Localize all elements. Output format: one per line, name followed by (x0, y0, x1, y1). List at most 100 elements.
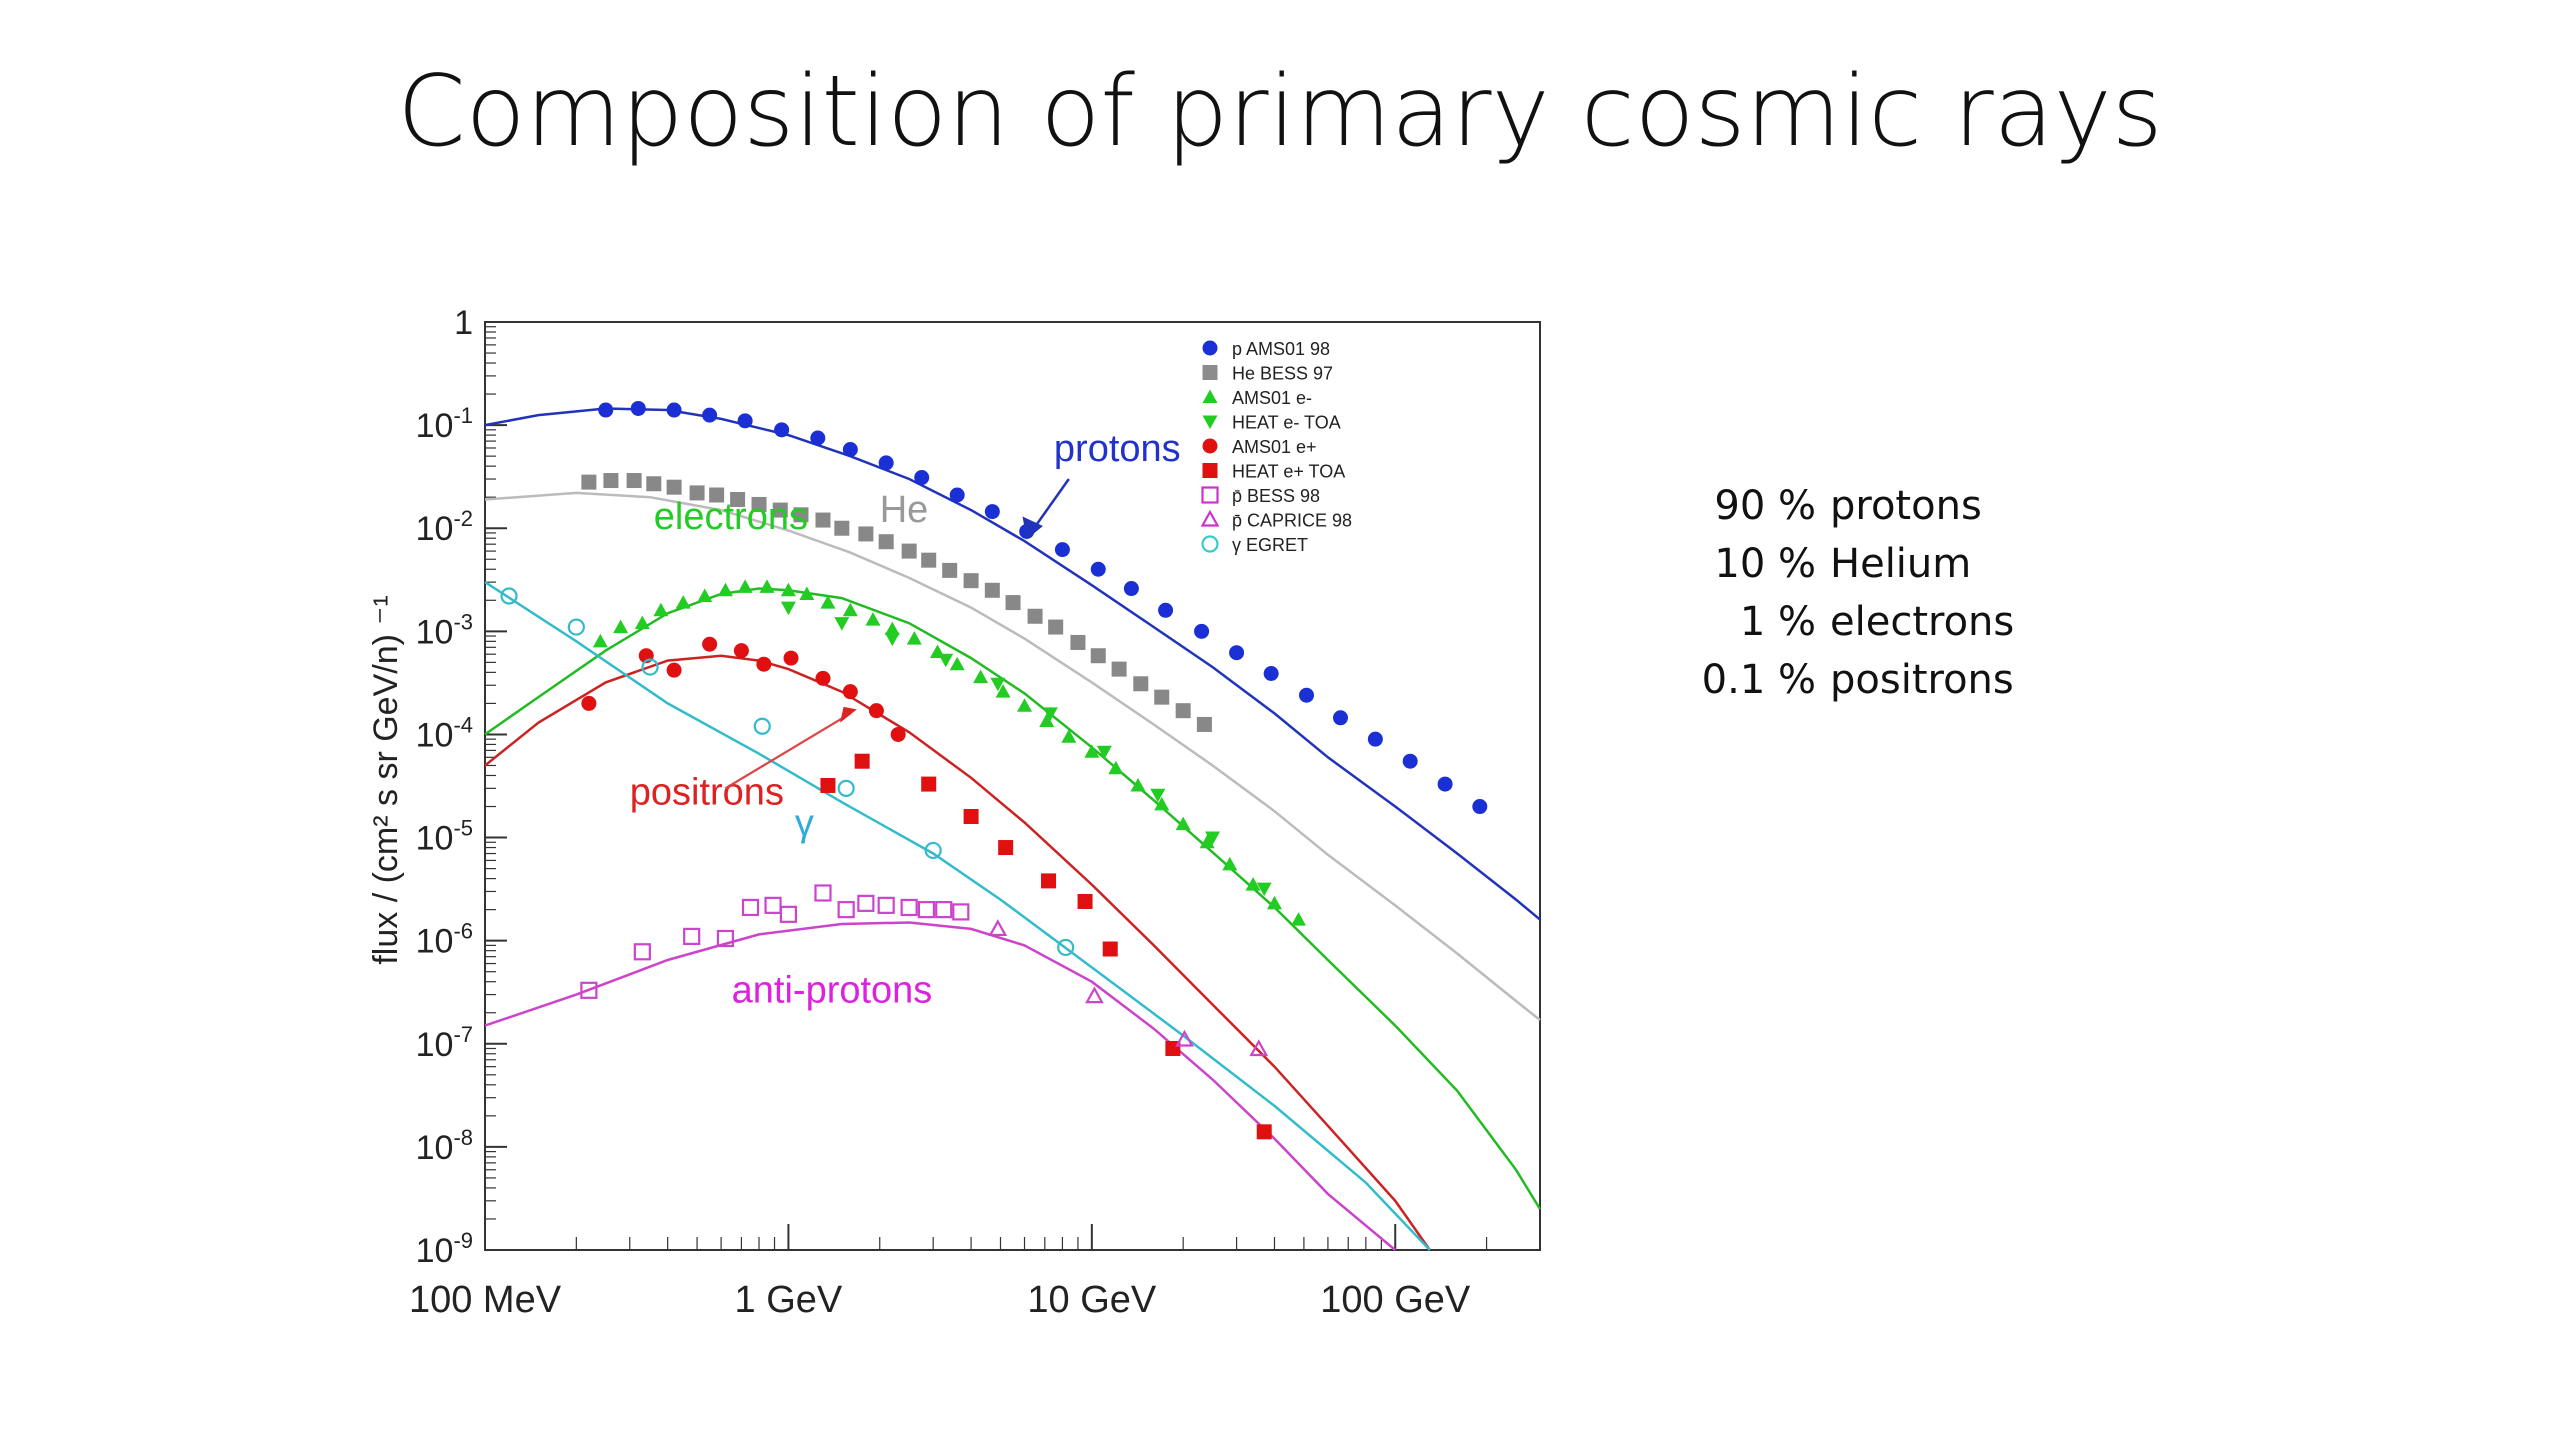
electrons-point (1291, 912, 1307, 926)
y-tick-label: 10-8 (416, 1125, 473, 1167)
he-point (666, 479, 682, 495)
legend-marker (1201, 535, 1219, 553)
y-tick-label-base: 10 (416, 510, 454, 548)
slide-title: Composition of primary cosmic rays (397, 55, 2163, 169)
he-point (1133, 676, 1149, 692)
electrons-point (653, 602, 669, 617)
antiprotons-point (814, 884, 832, 902)
legend-marker (1202, 340, 1218, 356)
protons-point (1367, 731, 1383, 747)
y-tick-label-base: 1 (454, 304, 473, 342)
protons-point (774, 422, 790, 438)
legend-label: HEAT e+ TOA (1232, 462, 1345, 482)
electrons-point (973, 669, 989, 684)
tick-labels: 110-110-210-310-410-510-610-710-810-9100… (409, 304, 1471, 1321)
curve-label: anti-protons (732, 970, 933, 1012)
axis-ticks (484, 321, 1541, 1251)
he-point (581, 474, 597, 490)
he-point (1196, 716, 1212, 732)
electrons-point (1108, 760, 1124, 775)
protons-point (1194, 623, 1210, 639)
y-tick-label-exponent: -5 (453, 816, 473, 841)
legend-label: γ EGRET (1232, 535, 1308, 555)
antiprotons-point (877, 896, 895, 914)
he-point (815, 512, 831, 528)
x-tick-label: 100 GeV (1320, 1279, 1471, 1321)
electrons-point (1199, 834, 1215, 849)
positrons-arrowhead (840, 706, 857, 723)
y-tick-label-base: 10 (416, 1026, 454, 1064)
y-tick-label-exponent: -6 (453, 919, 473, 944)
y-tick-label: 10-7 (416, 1022, 473, 1064)
x-tick-label: 100 MeV (409, 1279, 562, 1321)
he-point (1175, 703, 1191, 719)
composition-list: 90 % protons 10 % Helium 1 % electrons 0.1 % po… (1700, 477, 2015, 709)
antiprotons-point (837, 901, 855, 919)
he-point (1111, 661, 1127, 677)
electrons-point (1245, 877, 1261, 891)
y-tick-label-exponent: -4 (453, 712, 473, 737)
electrons-point (842, 602, 858, 617)
electrons-point (820, 595, 836, 609)
electrons-point (949, 656, 965, 671)
protons-point (666, 402, 682, 418)
electrons-point (1154, 796, 1170, 811)
electrons-point (906, 631, 922, 645)
antiprotons-point (633, 943, 651, 961)
he-point (858, 526, 874, 542)
legend-marker (1202, 415, 1218, 429)
electrons-point (737, 579, 753, 593)
y-tick-label-exponent: -9 (453, 1228, 473, 1253)
electrons-point (799, 586, 815, 601)
electrons-heat-point (1042, 707, 1058, 721)
data-points (500, 400, 1488, 1140)
protons-arrowhead (1022, 516, 1043, 540)
electrons-heat-point (990, 677, 1006, 692)
y-tick-label: 10-3 (416, 609, 473, 651)
protons-point (1437, 776, 1453, 792)
gamma-point (924, 841, 942, 860)
legend-marker (1202, 365, 1218, 380)
he-point (963, 573, 979, 589)
composition-label: protons (1830, 483, 1982, 529)
legend-label: p AMS01 98 (1232, 339, 1330, 359)
positrons-point (581, 695, 597, 711)
composition-percent: 10 % (1714, 541, 1816, 587)
legend-marker (1202, 438, 1218, 454)
legend-label: p̄ CAPRICE 98 (1232, 511, 1352, 531)
positrons-heat-point (1077, 893, 1093, 909)
he-point (1070, 634, 1086, 650)
y-tick-label-base: 10 (416, 716, 454, 754)
protons-point (1472, 799, 1488, 815)
electrons-point (884, 621, 900, 636)
positrons-point (666, 662, 682, 678)
protons-point (598, 402, 614, 418)
electrons-point (995, 684, 1011, 698)
antiprotons-caprice-point (1175, 1029, 1194, 1047)
positrons-heat-point (921, 776, 937, 792)
electrons-heat-point (1205, 831, 1221, 846)
antiprotons-point (779, 905, 798, 923)
y-tick-label-exponent: -1 (453, 403, 473, 428)
he-point (689, 485, 705, 501)
y-tick-label-exponent: -2 (453, 506, 473, 531)
electrons-point (865, 612, 881, 626)
he-point (626, 473, 642, 489)
electrons-point (1039, 713, 1055, 728)
legend-marker (1202, 463, 1218, 478)
curve-he (484, 491, 1541, 1021)
positrons-point (868, 703, 884, 719)
he-point (942, 562, 958, 578)
positrons-heat-point (854, 753, 870, 769)
composition-item: 10 % Helium (1700, 535, 2014, 593)
antiprotons-point (935, 901, 953, 919)
curve-label: protons (1054, 428, 1181, 470)
y-tick-label-base: 10 (416, 613, 454, 651)
he-point (878, 534, 894, 550)
electrons-point (697, 588, 713, 603)
electrons-point (780, 582, 796, 597)
composition-percent: 0.1 % (1701, 657, 1816, 703)
positrons-point (890, 726, 906, 742)
legend-label: AMS01 e+ (1232, 437, 1317, 457)
antiprotons-point (741, 898, 760, 917)
